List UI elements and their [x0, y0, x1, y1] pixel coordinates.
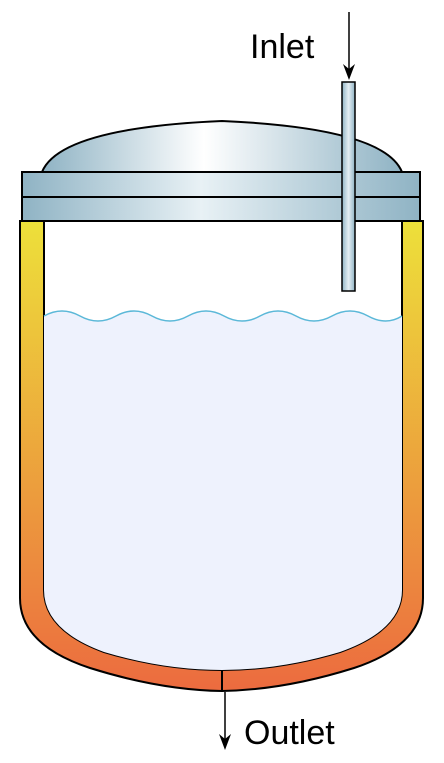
vessel-lid-dome — [40, 119, 404, 173]
liquid-body — [44, 311, 402, 670]
upper-flange — [21, 171, 421, 198]
outlet-arrow-head — [219, 734, 231, 750]
inlet-arrow-head — [343, 64, 355, 80]
inlet-pipe — [341, 81, 356, 292]
liquid-surface-wave — [43, 310, 403, 322]
inlet-label: Inlet — [250, 28, 315, 66]
lower-flange — [21, 196, 421, 222]
outlet-label: Outlet — [244, 714, 335, 752]
